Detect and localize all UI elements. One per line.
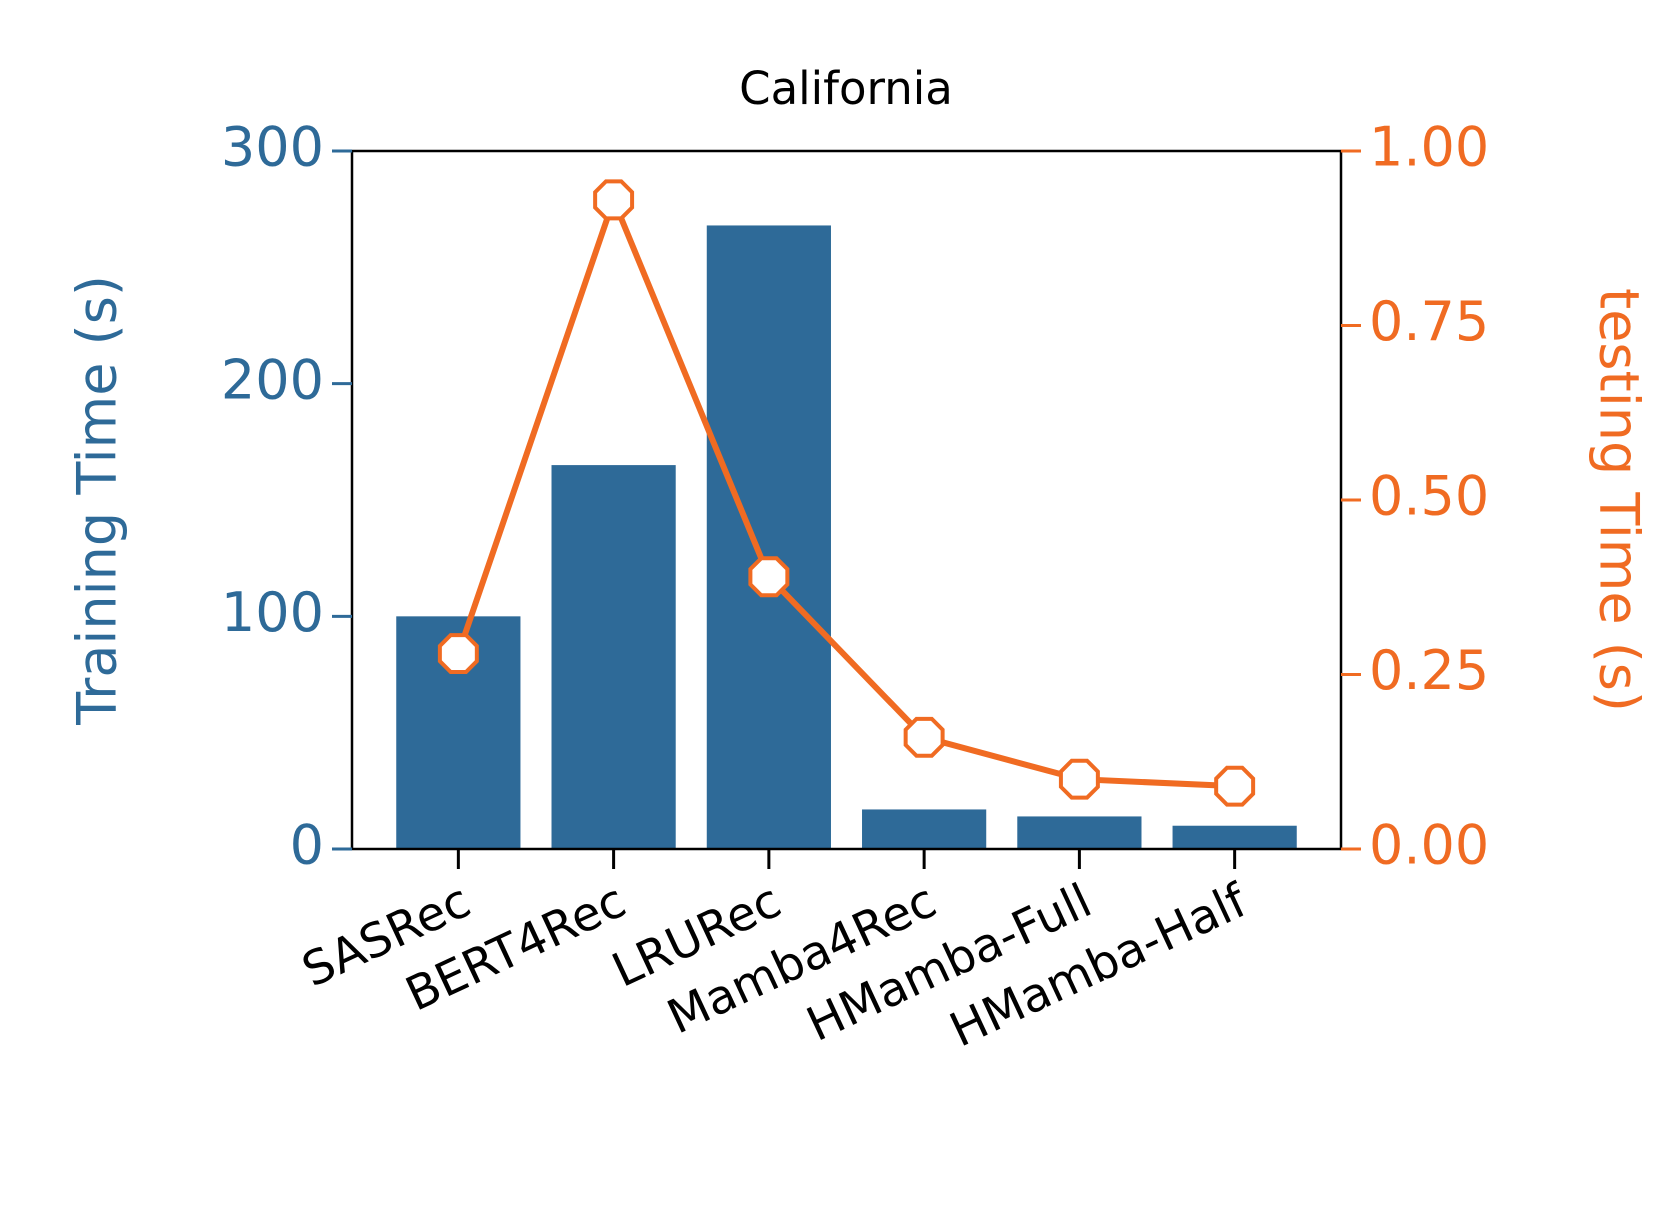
y2-tick-label: 0.50	[1369, 465, 1489, 528]
bar	[862, 809, 987, 849]
y-tick-label: 100	[221, 581, 324, 644]
y-tick-label: 0	[290, 814, 324, 877]
line-marker	[593, 179, 635, 221]
line-marker	[903, 716, 945, 758]
y-tick-label: 200	[221, 348, 324, 411]
line-marker	[437, 633, 479, 675]
line-marker	[748, 556, 790, 598]
y2-tick-label: 0.75	[1369, 290, 1489, 353]
y2-tick-label: 0.00	[1369, 814, 1489, 877]
y2-tick-label: 1.00	[1369, 116, 1489, 179]
line-marker	[1214, 765, 1256, 807]
line	[455, 191, 1235, 790]
y2-axis-label: testing Time (s)	[1587, 288, 1650, 712]
line-marker	[1058, 758, 1100, 800]
bar	[1172, 825, 1297, 849]
chart-title: California	[739, 62, 953, 115]
bar	[551, 465, 676, 849]
y-tick-label: 300	[221, 116, 324, 179]
bar	[706, 225, 831, 849]
y2-tick-label: 0.25	[1369, 639, 1489, 702]
bar	[1017, 816, 1142, 849]
y-axis-label: Training Time (s)	[66, 275, 129, 726]
